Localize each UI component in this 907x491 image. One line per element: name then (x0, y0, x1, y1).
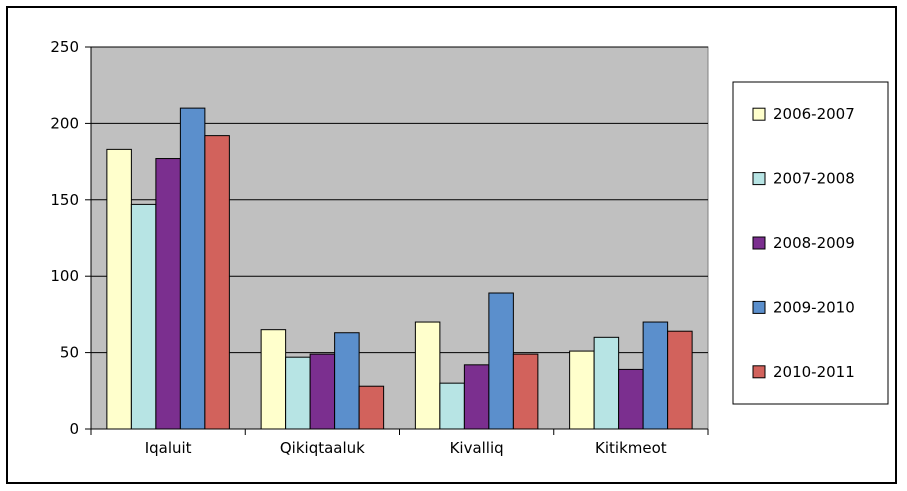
bar-2006-2007-Iqaluit (106, 148, 132, 430)
x-tick-label-iqaluit: Iqaluit (145, 439, 192, 457)
bar-chart: 0 50 100 150 200 250 Iqaluit Qikiqtaaluk Kivalli… (50, 38, 889, 457)
bars-group (106, 107, 693, 430)
bar-2010-2011-Kivalliq (512, 353, 539, 430)
bar-2010-2011-Kitikmeot (667, 330, 693, 430)
bar-2009-2010-Iqaluit (179, 107, 206, 430)
legend-label: 2007-2008 (773, 170, 855, 188)
y-tick-label: 150 (50, 191, 79, 209)
chart-frame: 0 50 100 150 200 250 Iqaluit Qikiqtaaluk Kivalli… (6, 6, 897, 484)
x-tick-label-kivalliq: Kivalliq (450, 439, 504, 457)
bar-2009-2010-Qikiqtaaluk (334, 332, 360, 430)
x-tick-label-kitikmeot: Kitikmeot (595, 439, 667, 457)
legend-label: 2010-2011 (773, 363, 855, 381)
x-tick-label-qikiqtaaluk: Qikiqtaaluk (280, 439, 365, 457)
legend-swatch (752, 107, 766, 121)
bar-2007-2008-Iqaluit (130, 203, 157, 430)
bar-2008-2009-Kivalliq (463, 364, 490, 430)
legend-swatch (752, 365, 766, 379)
legend-label: 2006-2007 (773, 105, 855, 123)
bar-2008-2009-Kitikmeot (618, 368, 644, 430)
legend-swatch (752, 300, 766, 314)
y-tick-label: 50 (60, 344, 79, 362)
y-tick-label: 200 (50, 114, 79, 132)
legend: 2006-2007 2007-2008 2008-2009 2009-2010 2010… (732, 81, 889, 405)
bar-2008-2009-Iqaluit (155, 158, 181, 430)
legend-swatch (752, 172, 766, 186)
bar-2008-2009-Qikiqtaaluk (309, 353, 336, 430)
legend-label: 2009-2010 (773, 298, 855, 316)
legend-swatch (752, 236, 766, 250)
bar-2006-2007-Qikiqtaaluk (260, 329, 287, 430)
y-tick-label: 250 (50, 38, 79, 56)
bar-2009-2010-Kivalliq (488, 292, 514, 430)
y-tick-label: 100 (50, 267, 79, 285)
legend-label: 2008-2009 (773, 234, 855, 252)
bar-2007-2008-Kivalliq (439, 382, 465, 430)
bar-2010-2011-Qikiqtaaluk (358, 385, 385, 430)
bar-2007-2008-Kitikmeot (593, 336, 620, 430)
bar-2010-2011-Iqaluit (204, 135, 230, 430)
bar-2006-2007-Kivalliq (414, 321, 441, 430)
bar-2007-2008-Qikiqtaaluk (285, 356, 311, 430)
y-tick-label: 0 (69, 420, 79, 438)
axes: 0 50 100 150 200 250 Iqaluit Qikiqtaaluk Kivalli… (50, 38, 709, 457)
bar-2006-2007-Kitikmeot (569, 350, 595, 430)
bar-2009-2010-Kitikmeot (642, 321, 669, 430)
